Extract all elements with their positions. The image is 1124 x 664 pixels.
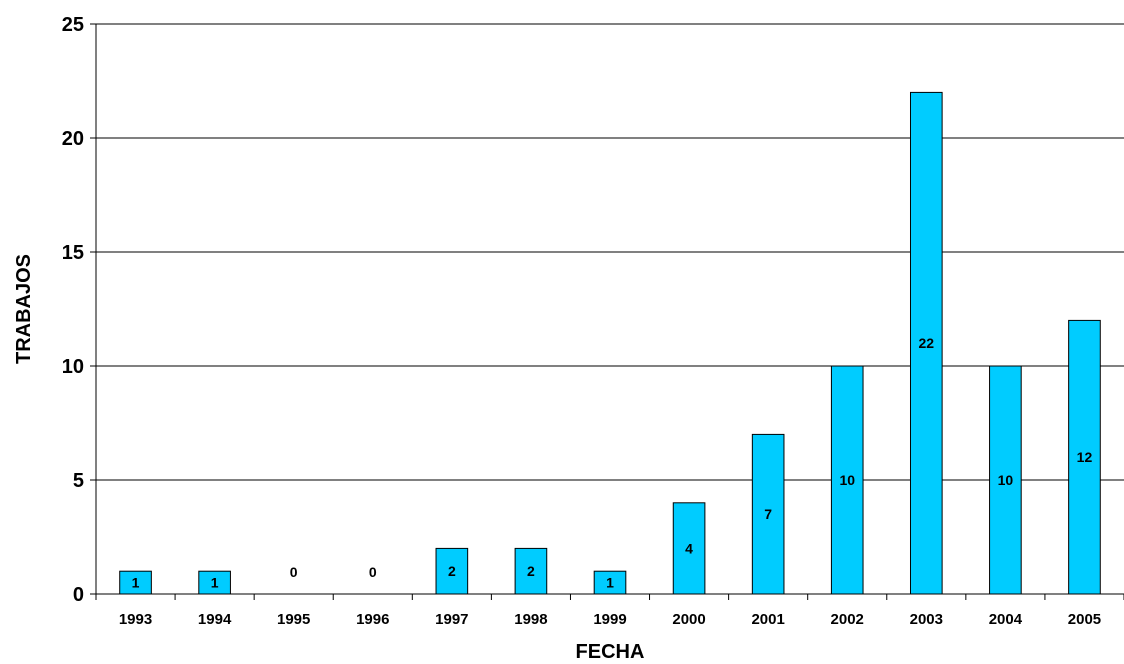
- bars: [119, 91, 1101, 595]
- bar-2004: [989, 365, 1022, 595]
- x-tick-label: 1997: [435, 611, 468, 628]
- data-label-1998: 2: [527, 563, 535, 579]
- bar-2005: [1068, 319, 1101, 595]
- data-label-1994: 1: [211, 575, 219, 591]
- gridlines: [96, 23, 1124, 481]
- bar-2003: [909, 91, 943, 595]
- bar-2000: [672, 502, 706, 595]
- x-tick-label: 1994: [198, 611, 232, 628]
- data-label-2001: 7: [764, 506, 772, 522]
- x-tick-label: 1995: [277, 611, 310, 628]
- y-tick-label: 10: [62, 356, 84, 378]
- y-axis-title: TRABAJOS: [13, 254, 35, 364]
- x-tick-label: 2000: [672, 611, 705, 628]
- y-tick-label: 20: [62, 128, 84, 150]
- data-label-1993: 1: [132, 575, 140, 591]
- y-tick-label: 25: [62, 14, 84, 36]
- bar-1998: [514, 547, 548, 595]
- x-tick-label: 1996: [356, 611, 389, 628]
- x-axis-title: FECHA: [576, 641, 645, 663]
- data-label-1995: 0: [290, 564, 298, 580]
- data-label-1997: 2: [448, 563, 456, 579]
- data-label-2005: 12: [1077, 449, 1093, 465]
- x-tick-label: 1998: [514, 611, 547, 628]
- x-tick-label: 2005: [1068, 611, 1101, 628]
- data-label-1999: 1: [606, 575, 614, 591]
- y-tick-label: 0: [73, 584, 84, 606]
- data-label-2002: 10: [839, 472, 855, 488]
- y-tick-label: 15: [62, 242, 84, 264]
- axes: [95, 24, 1124, 595]
- bar-2001: [751, 433, 785, 595]
- data-label-1996: 0: [369, 564, 377, 580]
- x-tick-label: 1999: [593, 611, 626, 628]
- bar-1997: [435, 547, 469, 595]
- x-tick-label: 2001: [751, 611, 784, 628]
- x-tick-label: 1993: [119, 611, 152, 628]
- bar-2002: [830, 365, 864, 595]
- data-label-2000: 4: [685, 540, 693, 556]
- x-tick-label: 2003: [910, 611, 943, 628]
- x-tick-label: 2004: [989, 611, 1023, 628]
- y-ticks: 0 5 10 15 20 25: [62, 14, 96, 606]
- data-label-2004: 10: [998, 472, 1014, 488]
- x-ticks: 1993 1994 1995 1996 1997 1998 1999 2000 2001 2002…: [95, 594, 1124, 628]
- y-tick-label: 5: [73, 470, 84, 492]
- x-tick-label: 2002: [831, 611, 864, 628]
- data-label-2003: 22: [919, 335, 935, 351]
